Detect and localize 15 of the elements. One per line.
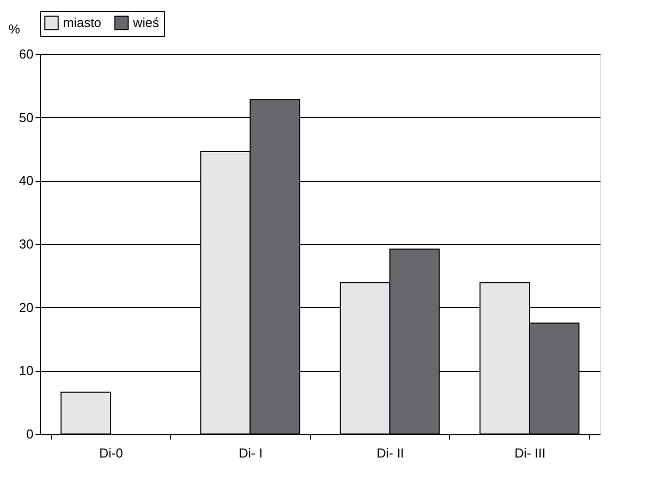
y-tick-label: 50 <box>19 110 34 125</box>
y-tick-label: 0 <box>26 426 34 442</box>
y-tick-label: 20 <box>19 300 34 315</box>
legend-label: wieś <box>132 14 160 30</box>
x-tick-label: Di-0 <box>99 446 123 460</box>
bar <box>60 392 112 434</box>
x-tick-label: Di- II <box>376 446 404 460</box>
x-tick-label: Di- I <box>238 446 263 460</box>
y-tick-label: 40 <box>19 173 34 188</box>
y-tick-label: 30 <box>19 236 34 252</box>
y-axis-title: % <box>8 22 20 36</box>
y-tick-label: 60 <box>19 46 34 62</box>
x-tick-label: Di- III <box>514 446 546 460</box>
legend-label: miasto <box>63 14 102 30</box>
y-tick-label: 10 <box>19 363 34 378</box>
